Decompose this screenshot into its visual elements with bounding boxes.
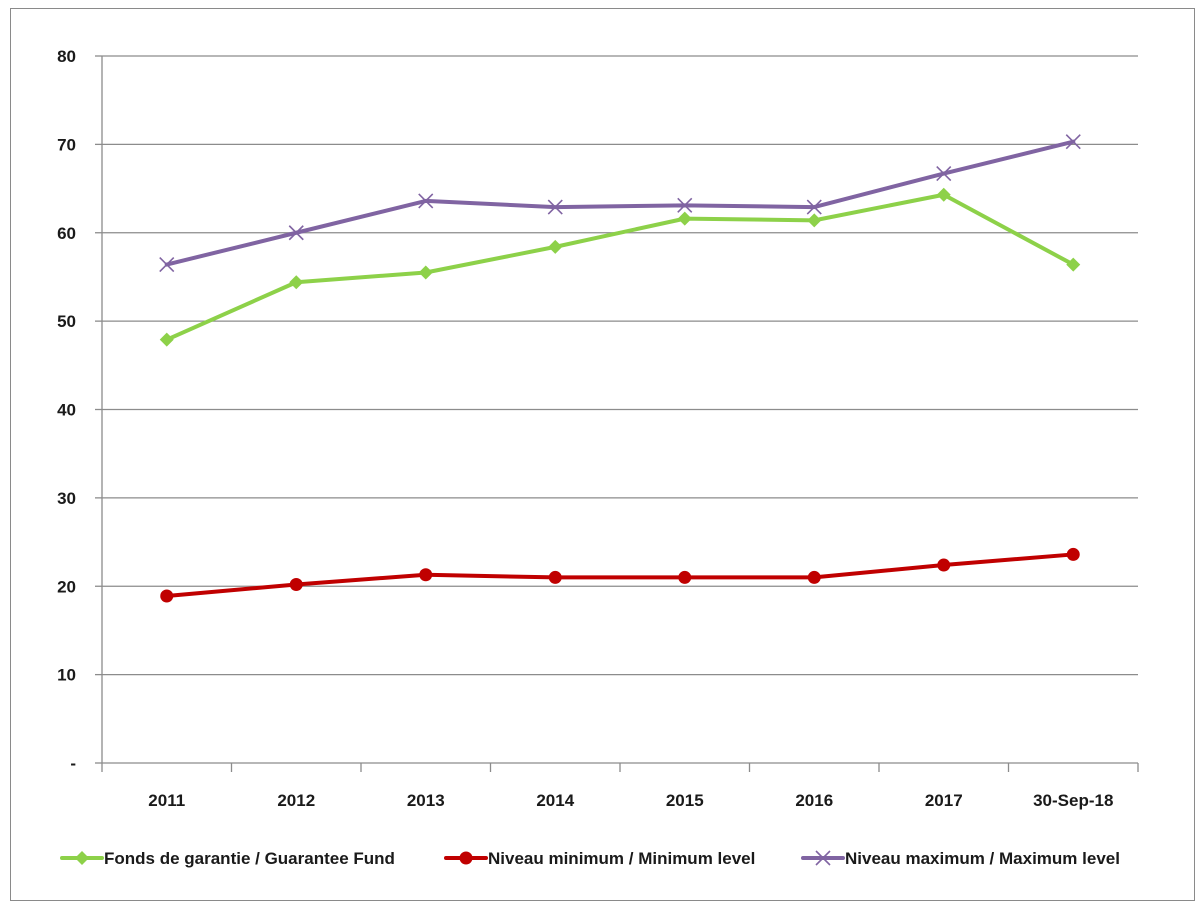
y-tick-label: 30 (57, 489, 76, 508)
data-point (678, 570, 692, 584)
x-tick-label: 2017 (925, 791, 963, 810)
chart-frame (10, 8, 1195, 901)
y-tick-label: - (70, 754, 76, 773)
y-tick-label: 80 (57, 47, 76, 66)
legend-entry: Niveau minimum / Minimum level (444, 849, 755, 868)
data-point (1066, 257, 1081, 272)
x-tick-label: 2011 (148, 791, 185, 810)
data-point (677, 197, 693, 213)
series-line-1 (164, 552, 1076, 598)
x-tick-label: 2013 (407, 791, 445, 810)
data-point (1066, 547, 1080, 561)
data-point (937, 558, 951, 572)
data-point (419, 568, 433, 582)
legend-entry: Niveau maximum / Maximum level (801, 849, 1120, 868)
data-point (936, 165, 952, 182)
data-point (160, 589, 174, 603)
series-line-0 (164, 192, 1076, 342)
data-point (548, 239, 563, 254)
x-tick-label: 2016 (795, 791, 833, 810)
y-tick-label: 50 (57, 312, 76, 331)
data-point (159, 256, 175, 273)
data-point (1065, 134, 1081, 150)
data-point (547, 199, 563, 215)
legend-marker (75, 851, 89, 865)
series-markers (159, 134, 1081, 603)
legend-entry: Fonds de garantie / Guarantee Fund (60, 849, 395, 868)
x-tick-label: 2015 (666, 791, 704, 810)
axes: - 10 20 30 40 50 60 70 80 2011 2012 2013 2014 2015 201… (57, 47, 1139, 810)
series-lines (164, 139, 1076, 598)
data-point (807, 570, 821, 584)
x-tick-label: 30-Sep-18 (1033, 791, 1113, 810)
legend: Fonds de garantie / Guarantee Fund Niveau… (60, 849, 1120, 868)
x-tick-label: 2014 (536, 791, 574, 810)
legend-label: Fonds de garantie / Guarantee Fund (104, 849, 395, 868)
data-point (807, 213, 822, 228)
data-point (936, 187, 951, 202)
data-point (548, 570, 562, 584)
legend-marker (815, 850, 831, 866)
y-tick-label: 60 (57, 224, 76, 243)
data-point (289, 577, 303, 591)
y-tick-label: 10 (57, 666, 76, 685)
data-point (806, 199, 822, 215)
legend-label: Niveau minimum / Minimum level (488, 849, 755, 868)
data-point (418, 265, 433, 280)
data-point (418, 193, 434, 209)
data-point (288, 225, 304, 241)
y-tick-label: 70 (57, 135, 76, 154)
legend-label: Niveau maximum / Maximum level (845, 849, 1120, 868)
x-tick-label: 2012 (277, 791, 315, 810)
series-line-2 (164, 139, 1076, 267)
legend-marker (459, 851, 473, 865)
gridlines (102, 55, 1138, 676)
data-point (677, 211, 692, 226)
y-tick-label: 40 (57, 401, 76, 420)
y-tick-label: 20 (57, 577, 76, 596)
data-point (159, 332, 174, 347)
data-point (289, 275, 304, 290)
